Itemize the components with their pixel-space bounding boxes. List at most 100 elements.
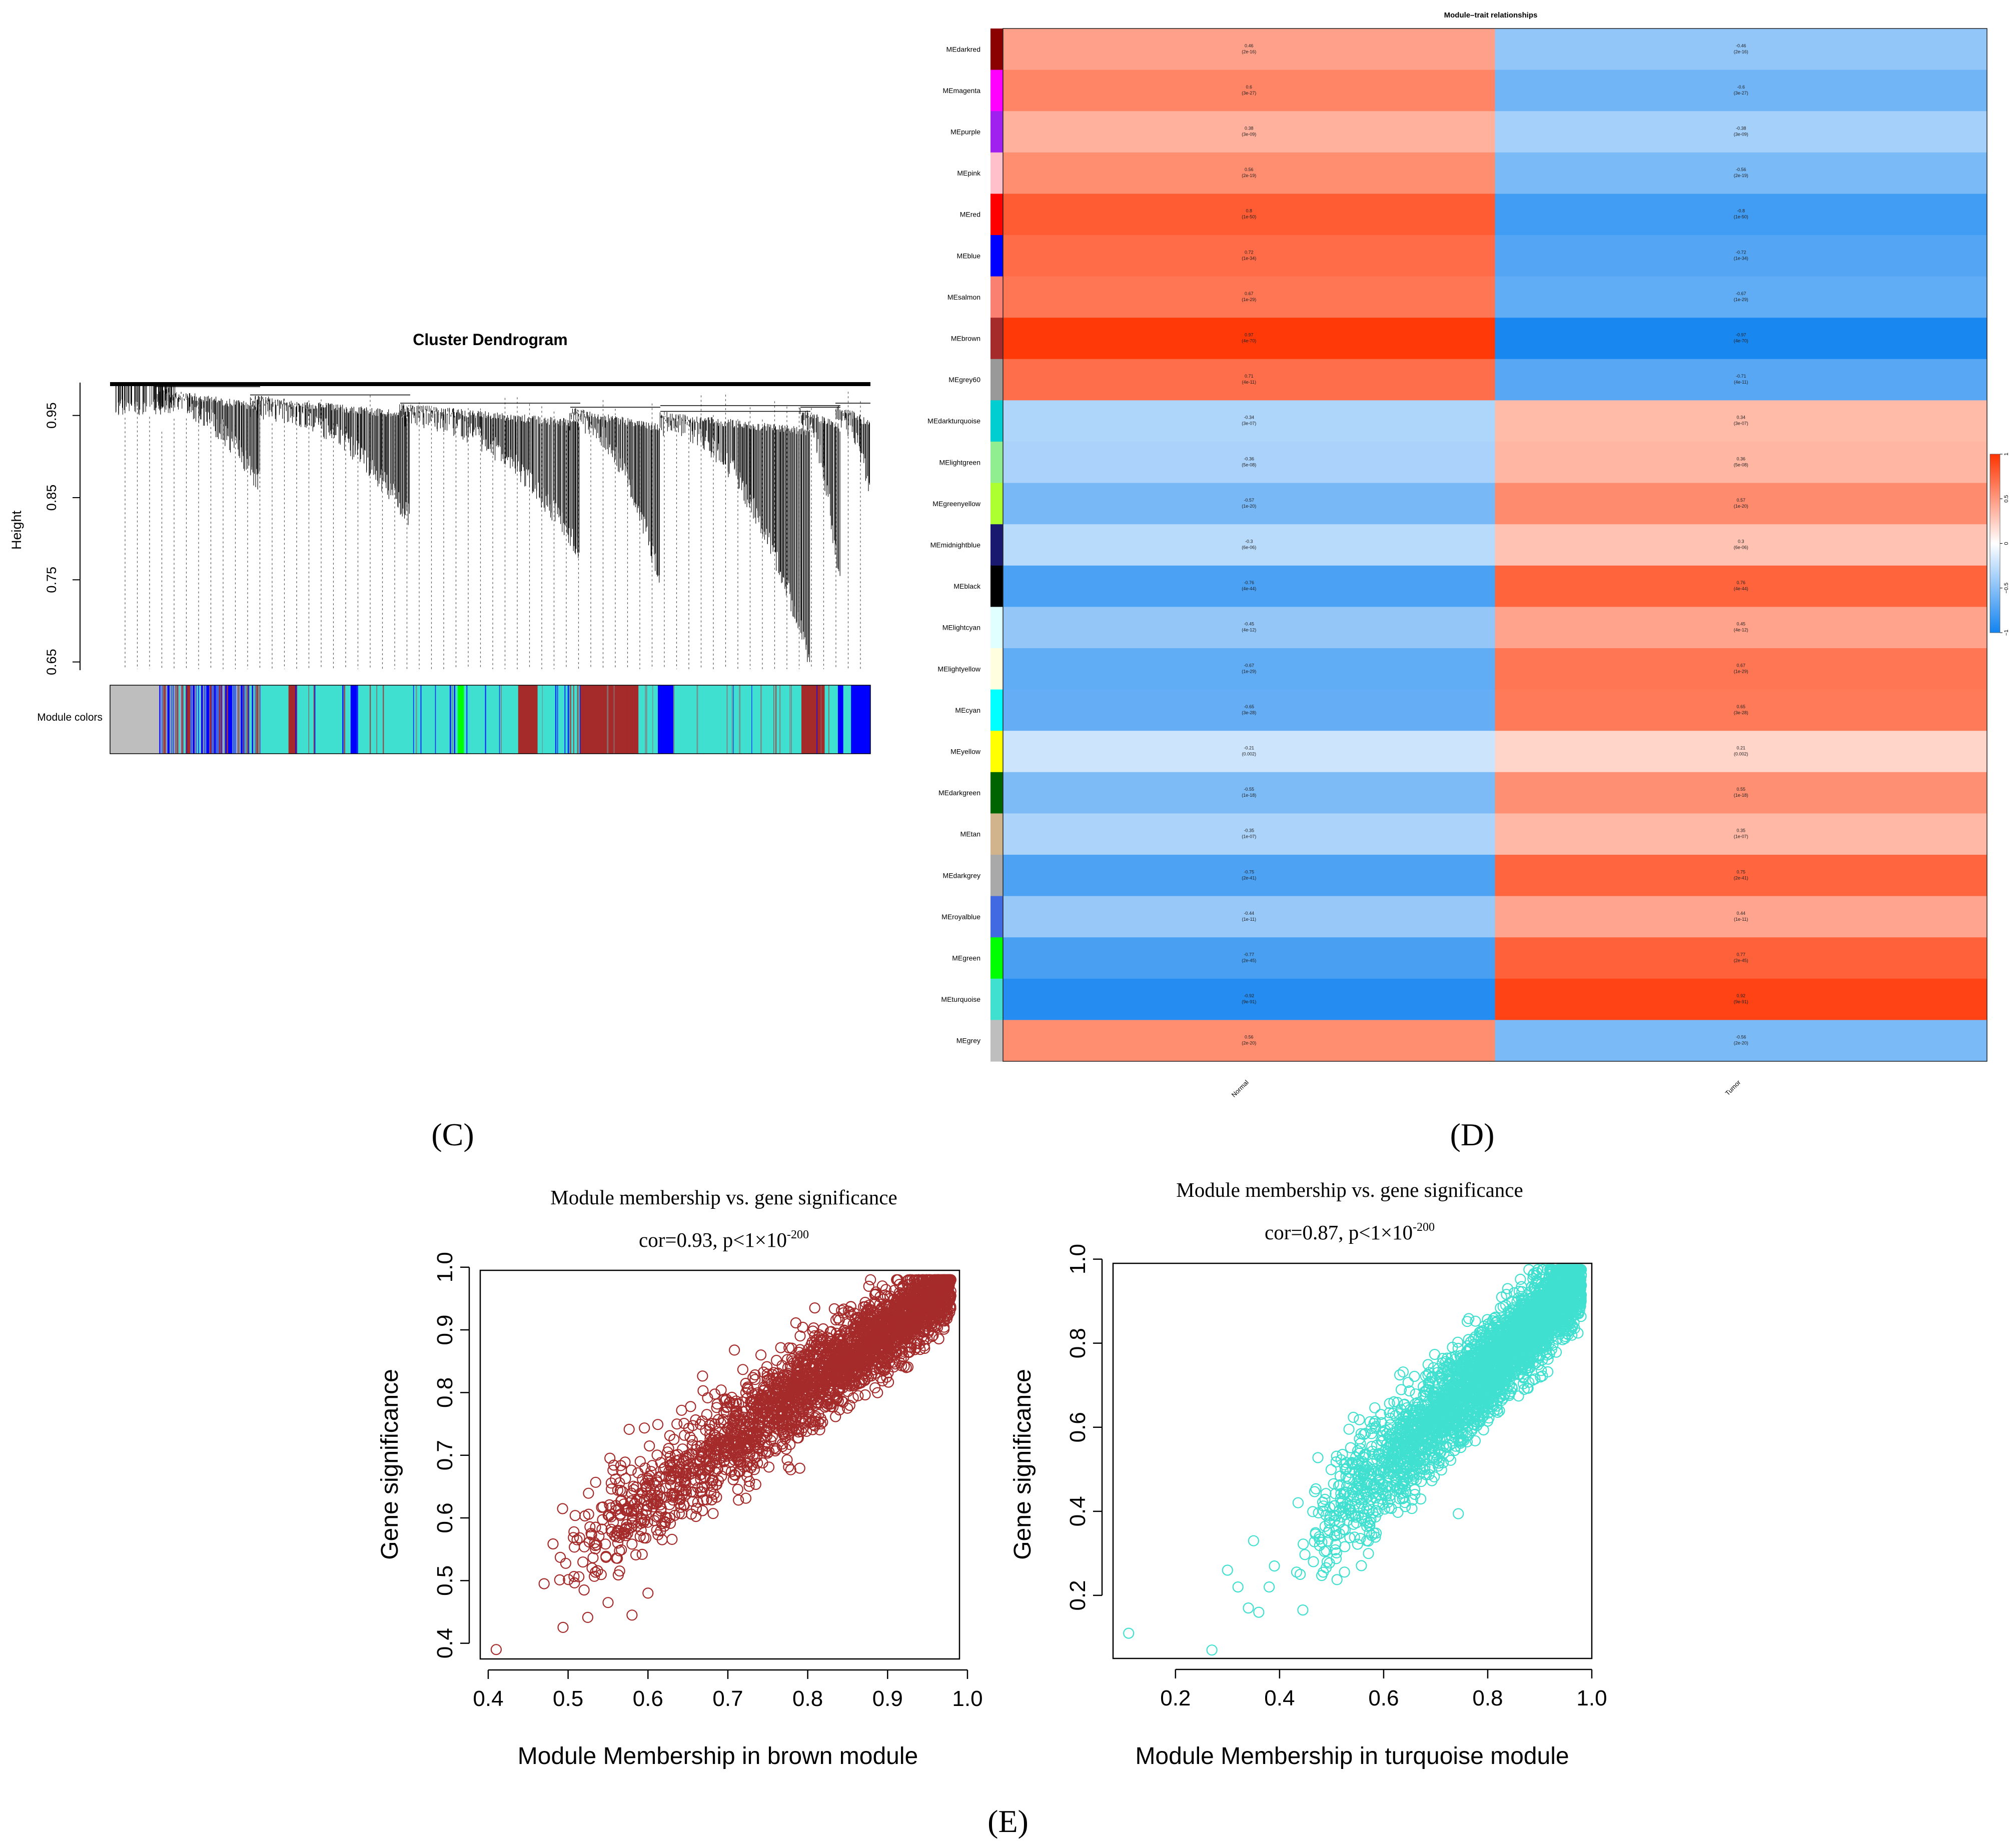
heatmap-cell-pvalue: (0.002) xyxy=(1734,752,1748,757)
module-color-stripe xyxy=(739,685,741,754)
module-color-stripe xyxy=(449,685,451,754)
scatter-point xyxy=(742,1383,754,1395)
scatter-point xyxy=(690,1511,702,1522)
scatter-point xyxy=(607,1516,619,1528)
scatter-point xyxy=(741,1466,753,1478)
heatmap-cell-pvalue: (1e-20) xyxy=(1734,504,1748,509)
module-color-swatch xyxy=(990,152,1003,194)
scatter-point xyxy=(859,1389,871,1401)
heatmap-cell-value: -0.92 xyxy=(1244,993,1255,998)
module-color-stripe xyxy=(779,685,781,754)
module-color-stripe xyxy=(171,685,172,754)
scatter-point xyxy=(893,1313,905,1325)
scatter-point xyxy=(740,1377,751,1389)
scatter-x-tick-label: 0.8 xyxy=(792,1686,823,1711)
scatter-point xyxy=(881,1371,892,1383)
module-color-stripe xyxy=(193,685,195,754)
module-colors-bar-frame xyxy=(110,685,871,754)
scatter-point xyxy=(836,1305,847,1316)
scatter-point xyxy=(610,1504,621,1516)
scatter-point xyxy=(634,1493,646,1505)
heatmap-cell-pvalue: (5e-08) xyxy=(1242,462,1256,467)
module-color-stripe xyxy=(577,685,578,754)
scatter-point xyxy=(805,1382,817,1393)
scatter-point xyxy=(754,1417,765,1428)
scatter-point xyxy=(568,1571,580,1582)
scatter-point xyxy=(726,1391,738,1403)
heatmap-row-label: MEdarkturquoise xyxy=(927,417,980,425)
heatmap-cell-pvalue: (9e-91) xyxy=(1734,999,1748,1004)
module-color-segment xyxy=(638,685,658,754)
scatter-point xyxy=(563,1574,574,1585)
scatter-panel: Module membership vs. gene significance … xyxy=(377,1178,1607,1839)
scatter-point xyxy=(760,1407,772,1418)
module-color-swatch xyxy=(990,70,1003,112)
module-color-stripe xyxy=(161,685,163,754)
scatter-point xyxy=(794,1462,805,1474)
scatter-point xyxy=(814,1365,825,1377)
heatmap-cell-tumor xyxy=(1495,937,1987,979)
heatmap-cell-normal xyxy=(1003,855,1495,897)
scatter-point xyxy=(744,1448,755,1460)
module-color-segment xyxy=(851,685,871,754)
scatter-point xyxy=(490,1644,502,1655)
heatmap-cell-pvalue: (3e-27) xyxy=(1734,91,1748,96)
heatmap-cell-normal xyxy=(1003,359,1495,401)
scatter-point xyxy=(1366,1441,1378,1452)
scatter-point xyxy=(1291,1566,1302,1578)
scatter-point xyxy=(586,1562,598,1574)
scatter-point xyxy=(630,1549,642,1560)
scatter-point xyxy=(845,1301,857,1312)
heatmap-cell-pvalue: (2e-16) xyxy=(1734,49,1748,54)
module-color-swatch xyxy=(990,772,1003,814)
heatmap-cell-value: -0.65 xyxy=(1244,704,1255,709)
heatmap-frame xyxy=(1002,28,1987,1062)
scatter-point xyxy=(666,1462,677,1473)
scatter-point xyxy=(696,1468,707,1480)
scatter-point xyxy=(903,1347,915,1358)
scatter-point xyxy=(1307,1506,1319,1517)
scatter-point xyxy=(698,1494,709,1506)
module-color-stripe xyxy=(773,685,774,754)
heatmap-cell-pvalue: (1e-07) xyxy=(1734,834,1748,839)
heatmap-cell-pvalue: (4e-11) xyxy=(1242,380,1256,385)
heatmap-cell-tumor xyxy=(1495,400,1987,442)
scatter-point xyxy=(1369,1402,1381,1413)
heatmap-cell-normal xyxy=(1003,111,1495,153)
scatter-point xyxy=(757,1385,769,1397)
scatter-point xyxy=(643,1477,655,1489)
heatmap-cell-pvalue: (4e-70) xyxy=(1734,339,1748,344)
scatter-point xyxy=(737,1364,749,1375)
module-color-stripe xyxy=(196,685,198,754)
module-color-stripe xyxy=(186,685,188,754)
heatmap-cell-pvalue: (3e-09) xyxy=(1242,132,1256,137)
scatter-point xyxy=(906,1274,918,1285)
scatter-point xyxy=(610,1500,622,1511)
heatmap-cell-tumor xyxy=(1495,70,1987,112)
scatter-point xyxy=(664,1430,676,1441)
scatter-point xyxy=(1348,1411,1359,1423)
heatmap-cell-value: 0.55 xyxy=(1737,787,1746,792)
heatmap-cell-value: 0.92 xyxy=(1737,993,1746,998)
scatter-point xyxy=(918,1340,930,1351)
heatmap-cell-normal xyxy=(1003,1020,1495,1062)
module-color-stripe xyxy=(206,685,209,754)
heatmap-row-label: MEred xyxy=(960,211,980,219)
brown-scatter-points xyxy=(490,1274,957,1655)
scatter-point xyxy=(865,1274,876,1285)
scatter-point xyxy=(884,1318,895,1329)
scatter-point xyxy=(818,1380,829,1391)
module-color-segment xyxy=(288,685,297,754)
scatter-point xyxy=(772,1393,783,1404)
scatter-point xyxy=(922,1298,933,1309)
scatter-point xyxy=(680,1450,692,1462)
module-color-stripe xyxy=(775,685,776,754)
scatter-point xyxy=(875,1311,887,1322)
module-color-stripe xyxy=(578,685,579,754)
scatter-point xyxy=(770,1354,782,1366)
scatter-point xyxy=(740,1492,752,1504)
scatter-point xyxy=(893,1302,904,1314)
scatter-y-tick-label: 0.8 xyxy=(433,1377,457,1408)
scatter-point xyxy=(878,1353,890,1365)
module-color-segment xyxy=(110,685,161,754)
